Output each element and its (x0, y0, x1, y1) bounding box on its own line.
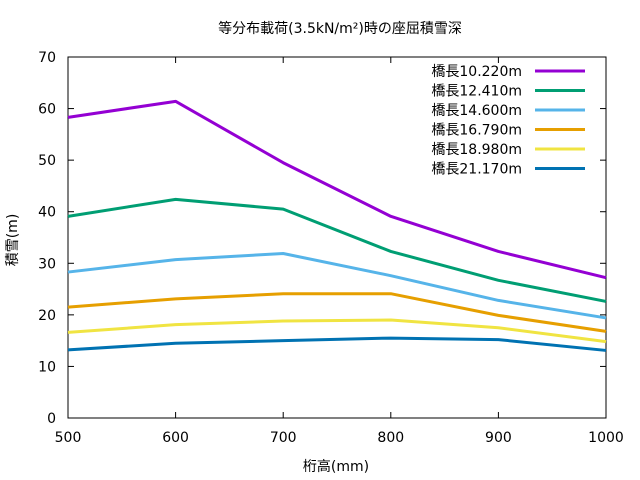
x-tick-label: 1000 (588, 430, 624, 446)
series-line-6 (67, 336, 607, 352)
series-line-1 (67, 99, 607, 280)
x-tick-label: 900 (485, 430, 512, 446)
series-line-2 (67, 197, 607, 303)
y-axis-label: 積雪(m) (5, 214, 21, 267)
series-line-4 (67, 292, 607, 333)
legend: 橋長10.220m 橋長12.410m 橋長14.600m 橋長16.790m 橋長18… (431, 64, 585, 178)
x-axis-label: 桁高(mm) (303, 458, 369, 475)
y-tick-label: 60 (38, 102, 56, 118)
legend-label-1: 橋長10.220m (431, 64, 522, 80)
legend-label-3: 橋長14.600m (431, 103, 522, 119)
legend-label-2: 橋長12.410m (431, 84, 522, 100)
series-lines (67, 99, 607, 352)
legend-label-5: 橋長18.980m (431, 142, 522, 158)
legend-label-4: 橋長16.790m (431, 123, 522, 139)
y-tick-label: 70 (38, 50, 56, 66)
x-tick-label: 600 (162, 430, 189, 446)
y-tick-label: 10 (38, 359, 56, 375)
x-tick-label: 800 (377, 430, 404, 446)
series-line-5 (67, 318, 607, 344)
x-tick-label: 700 (270, 430, 297, 446)
chart-title: 等分布載荷(3.5kN/m²)時の座屈積雪深 (218, 20, 462, 37)
y-tick-label: 50 (38, 153, 56, 169)
y-tick-label: 30 (38, 256, 56, 272)
series-line-3 (67, 251, 607, 320)
plot-area (67, 56, 607, 419)
y-tick-label: 0 (47, 411, 56, 427)
x-tick-label: 500 (55, 430, 82, 446)
plot-border (67, 56, 607, 419)
legend-label-6: 橋長21.170m (431, 162, 522, 178)
y-tick-label: 20 (38, 308, 56, 324)
axis-ticks: 500 600 700 800 900 1000 0 10 20 30 40 50 60 70 (38, 50, 624, 446)
y-tick-label: 40 (38, 205, 56, 221)
